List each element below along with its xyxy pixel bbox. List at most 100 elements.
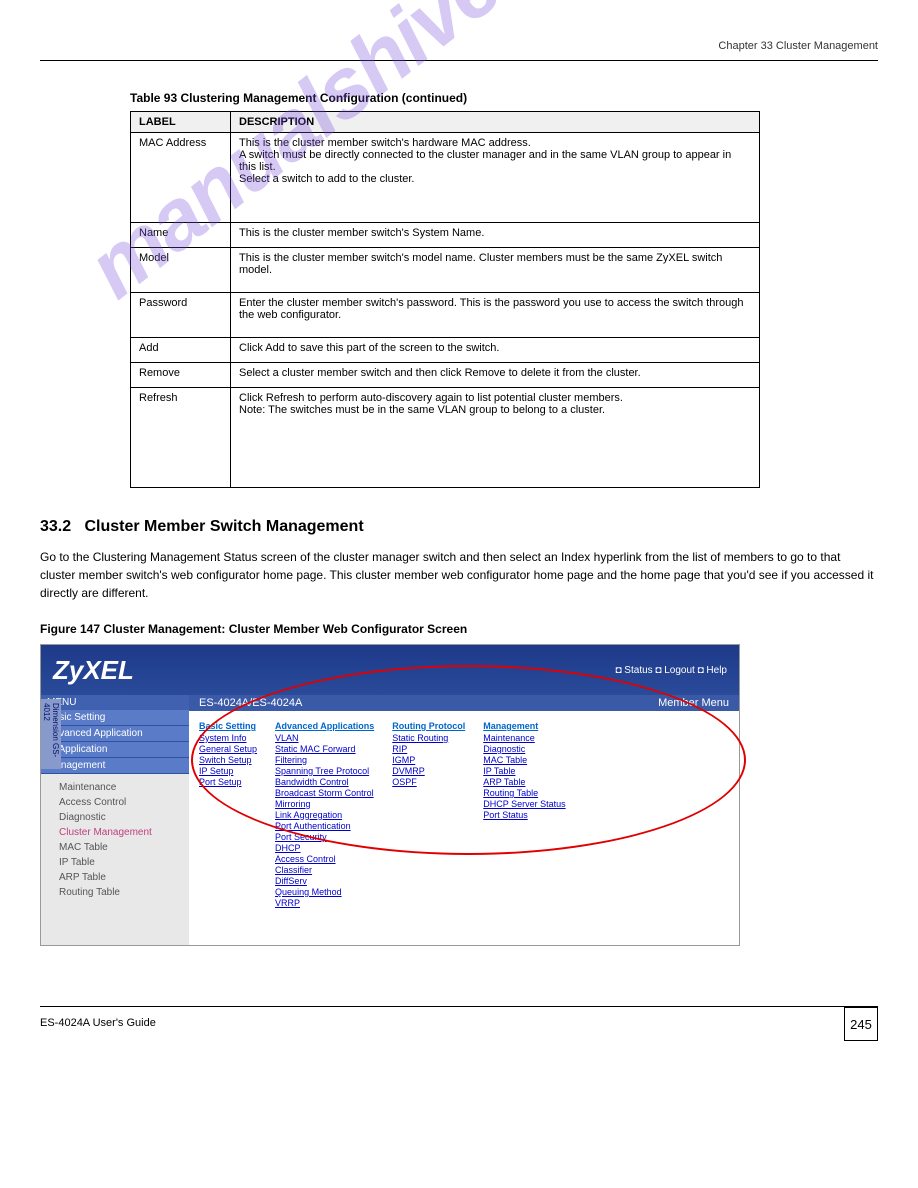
figure-caption: Figure 147 Cluster Management: Cluster M… bbox=[40, 622, 878, 636]
menu-link[interactable]: Maintenance bbox=[483, 733, 565, 743]
footer: ES-4024A User's Guide 245 bbox=[40, 1006, 878, 1031]
menu-link[interactable]: DHCP Server Status bbox=[483, 799, 565, 809]
column-header: Basic Setting bbox=[199, 721, 257, 731]
menu-link[interactable]: System Info bbox=[199, 733, 257, 743]
section-title: Cluster Member Switch Management bbox=[84, 518, 363, 535]
menu-link[interactable]: Bandwidth Control bbox=[275, 777, 374, 787]
table-row: PasswordEnter the cluster member switch'… bbox=[131, 293, 760, 338]
menu-link[interactable]: Switch Setup bbox=[199, 755, 257, 765]
sidebar-sub-item[interactable]: Routing Table bbox=[41, 885, 189, 900]
chapter-header: Chapter 33 Cluster Management bbox=[40, 40, 878, 52]
menu-link[interactable]: MAC Table bbox=[483, 755, 565, 765]
sidebar-sub-item[interactable]: Cluster Management bbox=[41, 825, 189, 840]
menu-link[interactable]: Port Security bbox=[275, 832, 374, 842]
table-row: RefreshClick Refresh to perform auto-dis… bbox=[131, 388, 760, 488]
menu-link[interactable]: VRRP bbox=[275, 898, 374, 908]
sidebar-sub-item[interactable]: ARP Table bbox=[41, 870, 189, 885]
menu-link[interactable]: ARP Table bbox=[483, 777, 565, 787]
cell-label: Name bbox=[131, 223, 231, 248]
table-caption: Table 93 Clustering Management Configura… bbox=[40, 91, 878, 105]
menu-link[interactable]: Mirroring bbox=[275, 799, 374, 809]
footer-text: ES-4024A User's Guide bbox=[40, 1017, 156, 1029]
section-heading: 33.2 Cluster Member Switch Management bbox=[40, 518, 878, 536]
cell-label: MAC Address bbox=[131, 133, 231, 223]
menu-link[interactable]: VLAN bbox=[275, 733, 374, 743]
menu-link[interactable]: Port Setup bbox=[199, 777, 257, 787]
cell-label: Add bbox=[131, 338, 231, 363]
menu-link[interactable]: IP Table bbox=[483, 766, 565, 776]
menu-link[interactable]: Routing Table bbox=[483, 788, 565, 798]
sidebar: MENU Basic SettingAdvanced ApplicationIP… bbox=[41, 695, 189, 945]
menu-link[interactable]: IGMP bbox=[392, 755, 465, 765]
top-links[interactable]: ◘ Status ◘ Logout ◘ Help bbox=[615, 665, 727, 676]
menu-link[interactable]: Link Aggregation bbox=[275, 810, 374, 820]
menu-link[interactable]: Access Control bbox=[275, 854, 374, 864]
column-header: Routing Protocol bbox=[392, 721, 465, 731]
cell-desc: Enter the cluster member switch's passwo… bbox=[231, 293, 760, 338]
cell-label: Password bbox=[131, 293, 231, 338]
menu-link[interactable]: Broadcast Storm Control bbox=[275, 788, 374, 798]
cell-desc: Click Add to save this part of the scree… bbox=[231, 338, 760, 363]
menu-link[interactable]: OSPF bbox=[392, 777, 465, 787]
menu-link[interactable]: Port Authentication bbox=[275, 821, 374, 831]
table-row: AddClick Add to save this part of the sc… bbox=[131, 338, 760, 363]
content-area: ES-4024A/ES-4024A Member Menu Basic Sett… bbox=[189, 695, 739, 945]
screenshot: ZyXEL ◘ Status ◘ Logout ◘ Help Dimension… bbox=[40, 644, 740, 946]
content-titlebar: ES-4024A/ES-4024A Member Menu bbox=[189, 695, 739, 711]
cell-desc: This is the cluster member switch's Syst… bbox=[231, 223, 760, 248]
th-label: LABEL bbox=[131, 112, 231, 133]
cell-desc: This is the cluster member switch's mode… bbox=[231, 248, 760, 293]
titlebar-right: Member Menu bbox=[658, 697, 729, 709]
menu-link[interactable]: Static Routing bbox=[392, 733, 465, 743]
content-column: Advanced Applications VLANStatic MAC Forw… bbox=[275, 721, 374, 909]
sidebar-main-item[interactable]: Management bbox=[41, 758, 189, 774]
content-column: Management MaintenanceDiagnosticMAC Table… bbox=[483, 721, 565, 909]
menu-link[interactable]: DHCP bbox=[275, 843, 374, 853]
column-header: Management bbox=[483, 721, 565, 731]
menu-link[interactable]: IP Setup bbox=[199, 766, 257, 776]
table-row: RemoveSelect a cluster member switch and… bbox=[131, 363, 760, 388]
sidebar-sub-item[interactable]: IP Table bbox=[41, 855, 189, 870]
cell-label: Remove bbox=[131, 363, 231, 388]
menu-link[interactable]: Static MAC Forward bbox=[275, 744, 374, 754]
menu-link[interactable]: Filtering bbox=[275, 755, 374, 765]
sidebar-main-item[interactable]: Basic Setting bbox=[41, 710, 189, 726]
menu-link[interactable]: DVMRP bbox=[392, 766, 465, 776]
menu-label: MENU bbox=[41, 695, 189, 710]
cell-desc: Select a cluster member switch and then … bbox=[231, 363, 760, 388]
section-number: 33.2 bbox=[40, 518, 71, 535]
menu-link[interactable]: Diagnostic bbox=[483, 744, 565, 754]
content-column: Routing Protocol Static RoutingRIPIGMPDVM… bbox=[392, 721, 465, 909]
column-header: Advanced Applications bbox=[275, 721, 374, 731]
menu-link[interactable]: Spanning Tree Protocol bbox=[275, 766, 374, 776]
th-desc: DESCRIPTION bbox=[231, 112, 760, 133]
sidebar-main-item[interactable]: IP Application bbox=[41, 742, 189, 758]
cell-label: Refresh bbox=[131, 388, 231, 488]
menu-link[interactable]: Queuing Method bbox=[275, 887, 374, 897]
sidebar-main-item[interactable]: Advanced Application bbox=[41, 726, 189, 742]
sidebar-sub-item[interactable]: Maintenance bbox=[41, 780, 189, 795]
titlebar-left: ES-4024A/ES-4024A bbox=[199, 697, 302, 709]
sidebar-sub-item[interactable]: Access Control bbox=[41, 795, 189, 810]
cell-desc: This is the cluster member switch's hard… bbox=[231, 133, 760, 223]
menu-link[interactable]: DiffServ bbox=[275, 876, 374, 886]
menu-link[interactable]: Port Status bbox=[483, 810, 565, 820]
cell-desc: Click Refresh to perform auto-discovery … bbox=[231, 388, 760, 488]
table-row: NameThis is the cluster member switch's … bbox=[131, 223, 760, 248]
zyxel-logo: ZyXEL bbox=[53, 655, 134, 686]
menu-link[interactable]: RIP bbox=[392, 744, 465, 754]
sidebar-sub-item[interactable]: MAC Table bbox=[41, 840, 189, 855]
cell-label: Model bbox=[131, 248, 231, 293]
menu-link[interactable]: Classifier bbox=[275, 865, 374, 875]
dimension-tab: Dimension GS-4012 bbox=[41, 699, 61, 769]
table-row: ModelThis is the cluster member switch's… bbox=[131, 248, 760, 293]
page-number: 245 bbox=[844, 1007, 878, 1041]
section-para: Go to the Clustering Management Status s… bbox=[40, 548, 878, 602]
sidebar-sub-item[interactable]: Diagnostic bbox=[41, 810, 189, 825]
menu-link[interactable]: General Setup bbox=[199, 744, 257, 754]
config-table: LABEL DESCRIPTION MAC AddressThis is the… bbox=[130, 111, 760, 488]
header-rule bbox=[40, 60, 878, 61]
ss-topbar: ZyXEL ◘ Status ◘ Logout ◘ Help bbox=[41, 645, 739, 695]
content-column: Basic Setting System InfoGeneral SetupSwi… bbox=[199, 721, 257, 909]
table-row: MAC AddressThis is the cluster member sw… bbox=[131, 133, 760, 223]
